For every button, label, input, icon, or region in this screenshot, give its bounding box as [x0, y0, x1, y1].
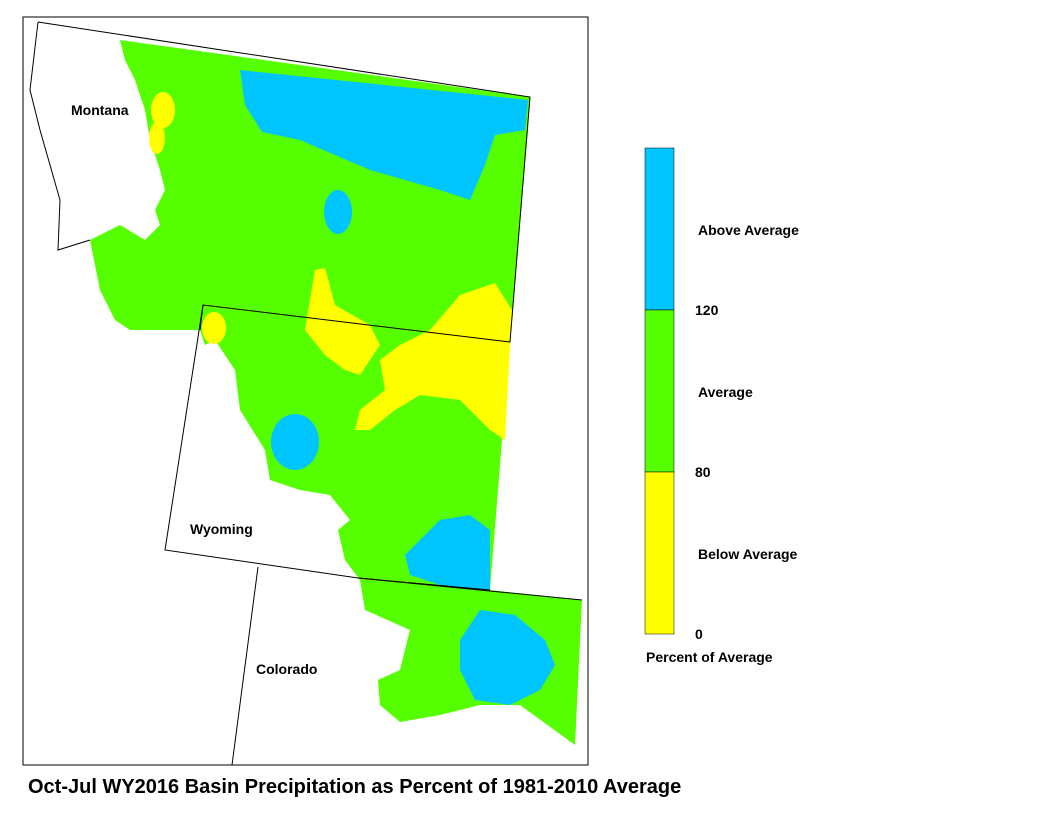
colorado-boundary — [231, 566, 583, 766]
below-region — [149, 122, 165, 154]
legend-class-label: Below Average — [698, 546, 798, 562]
map-title: Oct-Jul WY2016 Basin Precipitation as Pe… — [28, 776, 681, 798]
legend-break-label: 0 — [695, 626, 703, 642]
above-region — [324, 190, 352, 234]
below-region — [355, 283, 512, 440]
below-region — [202, 312, 226, 344]
legend-title: Percent of Average — [646, 649, 773, 665]
legend: Above Average Average Below Average 120 80 0 P… — [644, 147, 799, 665]
legend-break-label: 120 — [695, 302, 719, 318]
state-boundaries — [29, 21, 583, 766]
state-label: Montana — [71, 102, 129, 118]
legend-class-label: Average — [698, 384, 753, 400]
legend-swatch — [644, 309, 675, 473]
below-region — [151, 92, 175, 128]
above-region — [405, 515, 490, 590]
legend-break-label: 80 — [695, 464, 711, 480]
legend-class-label: Above Average — [698, 222, 799, 238]
legend-swatch — [644, 147, 675, 311]
legend-swatch — [644, 471, 675, 635]
above-region — [240, 70, 528, 200]
state-label: Wyoming — [190, 521, 253, 537]
above-region — [460, 610, 555, 705]
state-label: Colorado — [256, 661, 317, 677]
above-region — [271, 414, 319, 470]
